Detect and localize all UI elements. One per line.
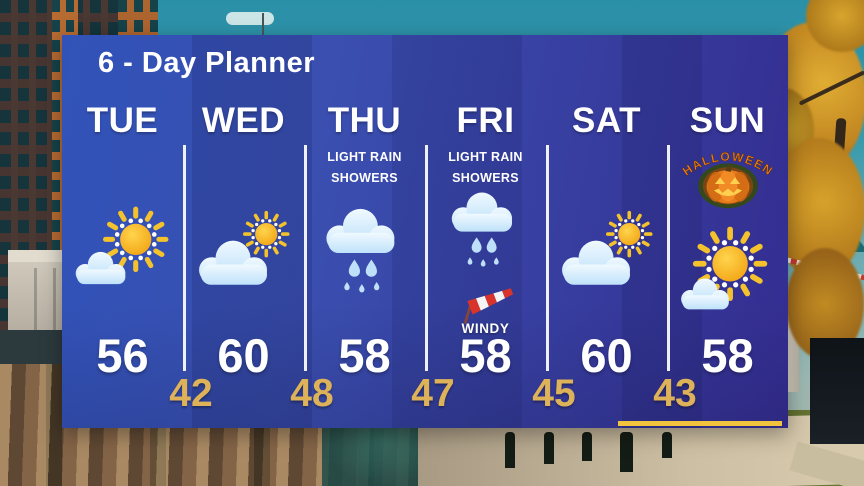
day-label: THU <box>327 101 402 140</box>
day-label: WED <box>201 101 286 140</box>
high-temp: 58 <box>701 329 754 382</box>
forecast-column-tue: TUE 56 <box>62 35 183 428</box>
overnight-low: 48 <box>290 372 334 415</box>
sun-behind-cloud-icon <box>62 191 183 309</box>
forecast-column-thu: THU LIGHT RAIN SHOWERS 58 <box>304 35 425 428</box>
cloud-with-sun-icon <box>183 191 304 309</box>
high-temp: 60 <box>580 329 633 382</box>
windy-label: WINDY <box>461 321 510 336</box>
high-temp: 56 <box>96 329 149 382</box>
panel-title: 6 - Day Planner <box>98 47 316 79</box>
forecast-column-wed: WED 60 <box>183 35 304 428</box>
high-temp: 60 <box>217 329 270 382</box>
walkway-bollard <box>582 432 592 461</box>
day-label: SUN <box>689 101 766 140</box>
halloween-pumpkin-badge: HALLOWEEN <box>672 139 784 219</box>
six-day-planner-panel: 6 - Day Planner TUE 56 WED 60 THU <box>62 35 788 428</box>
big-sun-with-cloud-icon <box>667 211 788 329</box>
high-temp: 58 <box>459 329 512 382</box>
small-cloud <box>226 12 274 25</box>
forecast-column-sun: SUN HALLOW <box>667 35 788 428</box>
dark-monument <box>810 338 864 444</box>
day-label: SAT <box>572 101 641 140</box>
column-divider <box>546 145 549 371</box>
day-label: TUE <box>86 101 159 140</box>
high-temp: 58 <box>338 329 391 382</box>
walkway-bollard <box>505 432 515 468</box>
cloud-with-sun-icon <box>546 191 667 309</box>
column-divider <box>304 145 307 371</box>
forecast-columns: TUE 56 WED 60 THU LIGHT RAIN SHOWERS <box>62 35 788 428</box>
gold-accent-bar <box>618 421 782 426</box>
rain-showers-icon <box>304 191 425 309</box>
column-divider <box>667 145 670 371</box>
overnight-low: 45 <box>532 372 576 415</box>
overnight-low: 42 <box>169 372 213 415</box>
condition-label: LIGHT RAIN SHOWERS <box>327 150 402 185</box>
day-label: FRI <box>456 101 515 140</box>
rain-showers-icon <box>425 179 546 279</box>
condition-label: LIGHT RAIN SHOWERS <box>448 150 523 185</box>
overnight-low: 43 <box>653 372 697 415</box>
walkway-bollard <box>620 432 633 472</box>
forecast-column-fri: FRI LIGHT RAIN SHOWERS WINDY 58 <box>425 35 546 428</box>
forecast-column-sat: SAT 60 <box>546 35 667 428</box>
overnight-low: 47 <box>411 372 455 415</box>
column-divider <box>425 145 428 371</box>
column-divider <box>183 145 186 371</box>
walkway-bollard <box>662 432 672 458</box>
steeple-pole <box>262 13 264 39</box>
walkway-bollard <box>544 432 554 464</box>
